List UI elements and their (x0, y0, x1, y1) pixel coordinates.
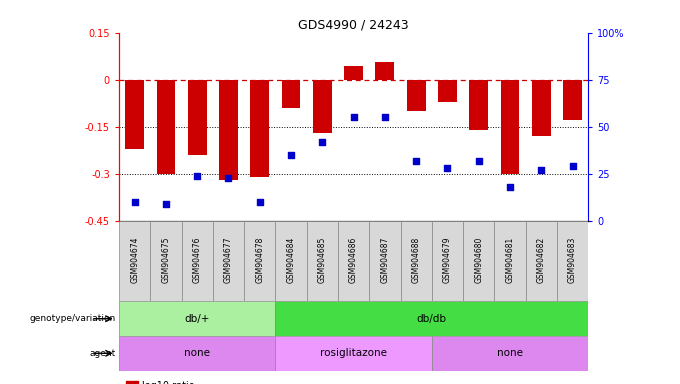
Text: GSM904683: GSM904683 (568, 236, 577, 283)
Bar (275, 221, 307, 301)
Point (567, 163, 578, 169)
Bar (338, 221, 369, 301)
Point (473, 157, 484, 164)
Bar (526, 221, 557, 301)
Text: GSM904688: GSM904688 (411, 237, 421, 283)
Text: log10 ratio: log10 ratio (142, 381, 194, 384)
Point (317, 139, 328, 145)
Bar (119, 301, 275, 336)
Text: agent: agent (89, 349, 116, 358)
Text: GSM904682: GSM904682 (537, 237, 546, 283)
Text: GSM904678: GSM904678 (255, 236, 265, 283)
Bar (119, 336, 275, 371)
Bar (250, 80, 269, 177)
Text: none: none (184, 348, 210, 358)
Text: GSM904681: GSM904681 (505, 237, 515, 283)
Text: GSM904679: GSM904679 (443, 236, 452, 283)
Text: GSM904685: GSM904685 (318, 236, 327, 283)
Bar (188, 80, 207, 155)
Bar (213, 221, 244, 301)
Bar (307, 221, 338, 301)
Bar (119, 221, 150, 301)
Text: db/db: db/db (417, 314, 447, 324)
Text: GSM904684: GSM904684 (286, 236, 296, 283)
Text: rosiglitazone: rosiglitazone (320, 348, 387, 358)
Bar (219, 80, 238, 180)
Bar (125, 80, 144, 149)
Bar (401, 221, 432, 301)
Bar (244, 221, 275, 301)
Bar (432, 221, 463, 301)
Bar (463, 221, 494, 301)
Point (442, 165, 453, 171)
Bar (150, 221, 182, 301)
Title: GDS4990 / 24243: GDS4990 / 24243 (299, 18, 409, 31)
Bar (313, 80, 332, 133)
Point (286, 152, 296, 158)
Bar (500, 80, 520, 174)
Bar (438, 80, 457, 102)
Point (254, 199, 265, 205)
Bar (375, 63, 394, 80)
Point (505, 184, 515, 190)
Bar (282, 80, 301, 108)
Text: GSM904675: GSM904675 (161, 236, 171, 283)
Text: GSM904680: GSM904680 (474, 236, 483, 283)
Bar (494, 221, 526, 301)
Text: GSM904676: GSM904676 (192, 236, 202, 283)
Point (379, 114, 390, 121)
Point (411, 157, 422, 164)
Point (129, 199, 140, 205)
Bar (369, 221, 401, 301)
Bar (275, 336, 432, 371)
Text: GSM904674: GSM904674 (130, 236, 139, 283)
Bar (432, 336, 588, 371)
Point (160, 201, 171, 207)
Text: db/+: db/+ (184, 314, 210, 324)
Bar (469, 80, 488, 130)
Point (536, 167, 547, 173)
Point (223, 174, 234, 180)
Bar (563, 80, 582, 121)
Bar (557, 221, 588, 301)
Text: GSM904686: GSM904686 (349, 236, 358, 283)
Bar (275, 301, 588, 336)
Bar (182, 221, 213, 301)
Point (348, 114, 359, 121)
Bar (532, 80, 551, 136)
Text: none: none (497, 348, 523, 358)
Bar (156, 80, 175, 174)
Bar (407, 80, 426, 111)
Text: GSM904677: GSM904677 (224, 236, 233, 283)
Bar (344, 66, 363, 80)
Text: genotype/variation: genotype/variation (29, 314, 116, 323)
Point (192, 172, 203, 179)
Text: GSM904687: GSM904687 (380, 236, 390, 283)
